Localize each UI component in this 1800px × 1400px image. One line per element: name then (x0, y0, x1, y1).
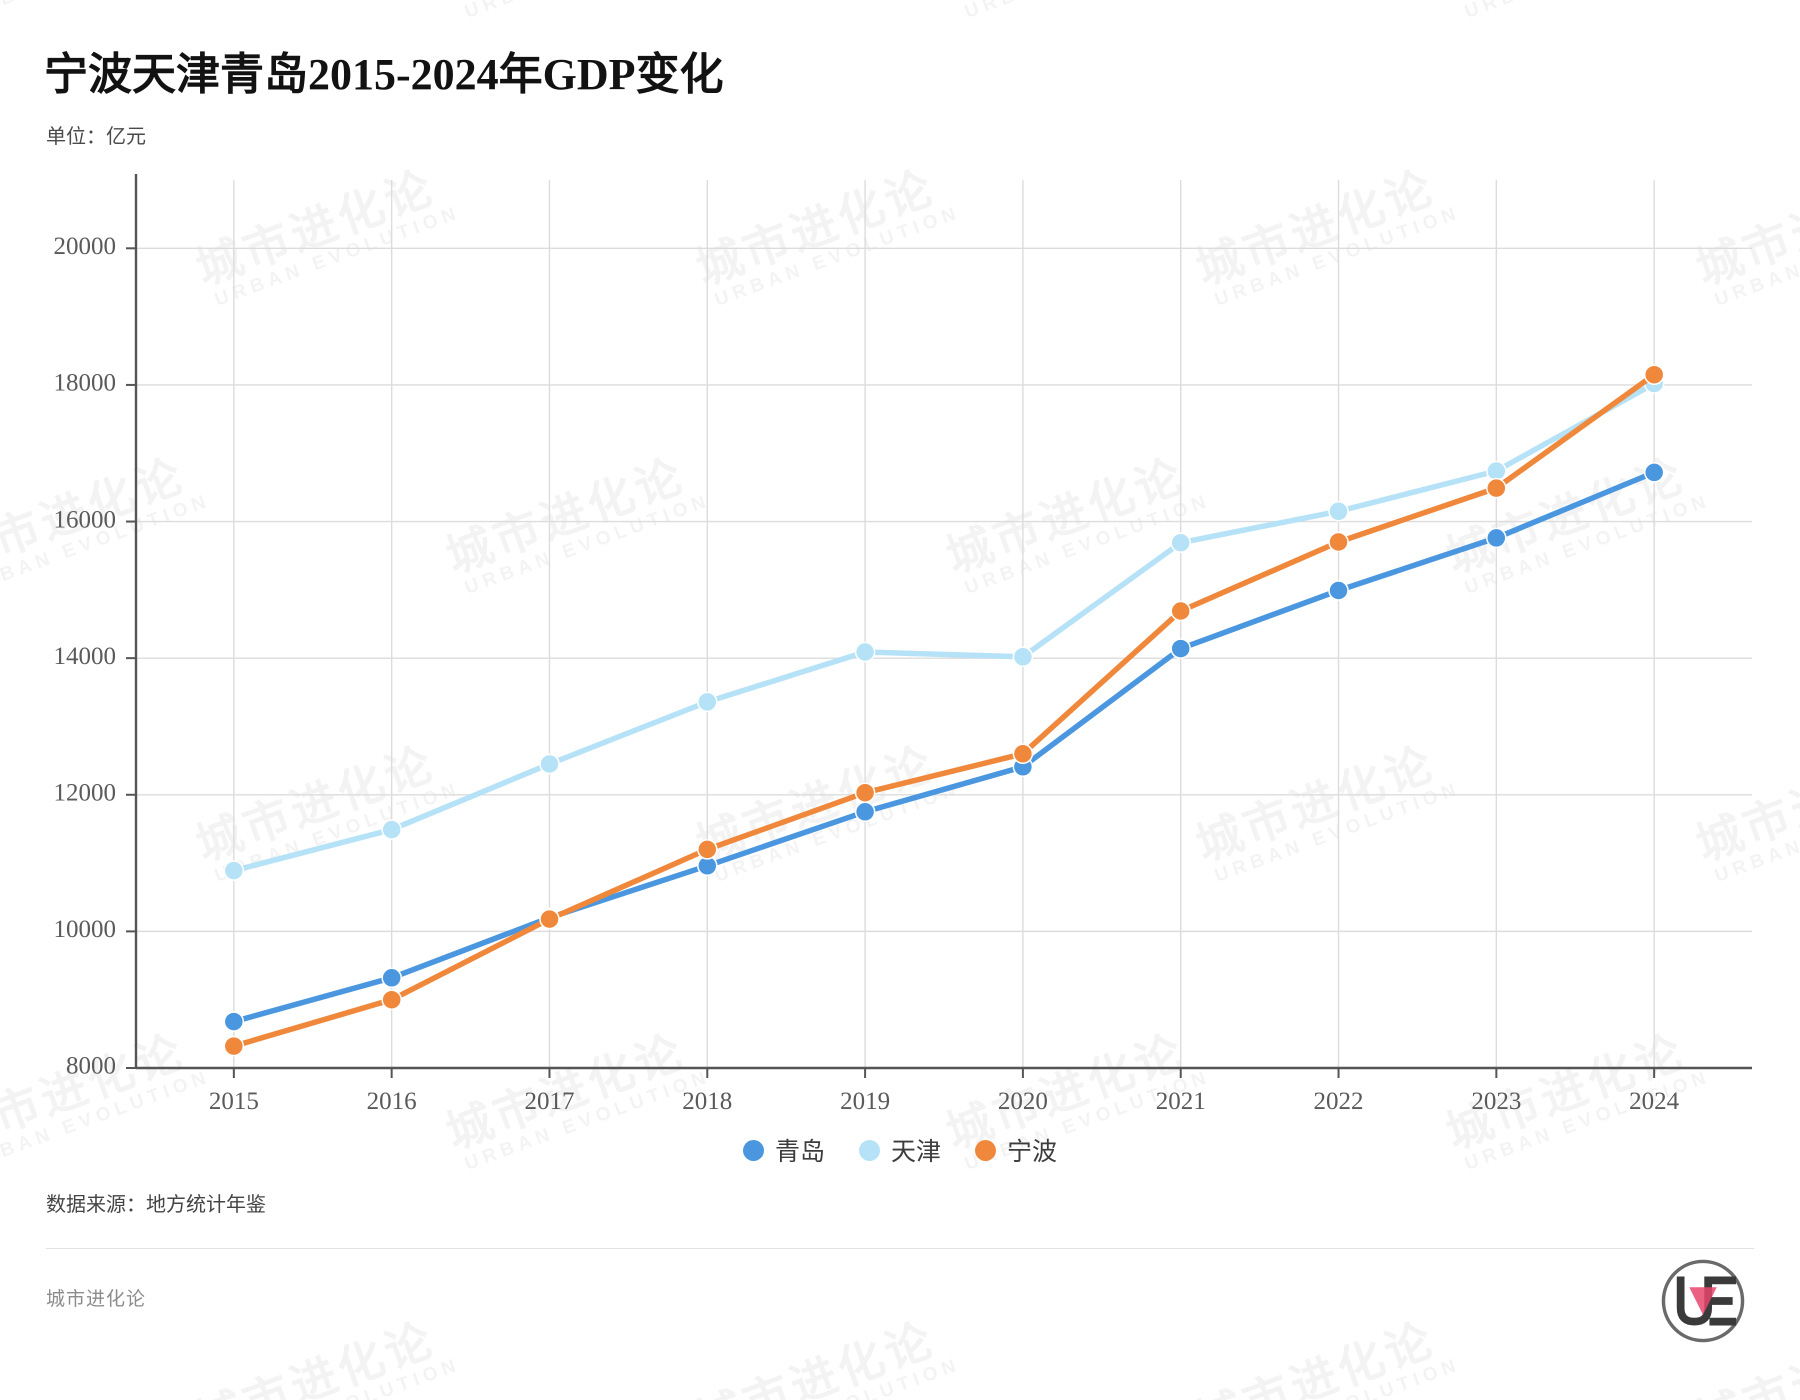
data-point (1486, 477, 1507, 499)
x-axis-tick-label: 2023 (1471, 1088, 1521, 1115)
x-axis-tick-labels: 2015 2016 2017 2018 2019 2020 2021 2022 2023 2024 (209, 1088, 1680, 1115)
grid-lines (136, 180, 1752, 1069)
data-point (539, 908, 560, 930)
series-line (231, 380, 1657, 874)
source-note: 数据来源：地方统计年鉴 (46, 1194, 266, 1216)
data-point (1012, 646, 1034, 668)
data-point (223, 860, 245, 881)
y-axis-tick-labels: 8000 10000 12000 14000 16000 18000 20000 (54, 233, 117, 1080)
data-point (854, 782, 876, 803)
y-axis-tick-label: 18000 (54, 370, 117, 397)
chart-unit-note: 单位：亿元 (46, 126, 146, 148)
data-point (381, 819, 402, 840)
data-point (854, 641, 876, 663)
x-axis-tick-label: 2018 (682, 1088, 732, 1115)
data-point (381, 967, 402, 989)
data-point (1328, 531, 1349, 553)
legend-item-天津[interactable]: 天津 (858, 1132, 941, 1168)
series-line (231, 469, 1657, 1025)
y-axis-tick-label: 20000 (54, 233, 117, 260)
series-line (231, 371, 1657, 1049)
legend-swatch-icon (858, 1139, 880, 1161)
data-point (697, 691, 718, 713)
data-point (1012, 743, 1034, 765)
x-axis-tick-label: 2016 (367, 1088, 417, 1115)
x-axis-tick-label: 2024 (1629, 1088, 1680, 1115)
data-point (854, 801, 876, 823)
series-天津 (223, 373, 1665, 881)
legend-label: 宁波 (1007, 1139, 1058, 1166)
data-point (223, 1035, 245, 1057)
page-title: 宁波天津青岛2015-2024年GDP变化 (44, 50, 724, 99)
data-point (539, 753, 560, 775)
legend-item-宁波[interactable]: 宁波 (975, 1132, 1057, 1168)
data-point (1643, 462, 1665, 483)
legend-item-青岛[interactable]: 青岛 (742, 1132, 825, 1168)
series-宁波 (223, 364, 1665, 1057)
footer-divider (46, 1248, 1754, 1249)
x-axis-tick-label: 2017 (524, 1088, 574, 1115)
data-point (1328, 501, 1349, 522)
data-point (697, 839, 718, 860)
data-point (1486, 460, 1507, 482)
data-point (1170, 532, 1191, 553)
x-axis-tick-label: 2020 (998, 1088, 1048, 1115)
chart-axes (126, 174, 1752, 1078)
legend-swatch-icon (742, 1139, 764, 1161)
data-point (1170, 600, 1191, 622)
series-青岛 (223, 462, 1665, 1032)
chart-legend: 青岛 天津 宁波 (0, 1132, 1800, 1168)
data-point (223, 1011, 245, 1032)
x-axis-tick-label: 2022 (1314, 1088, 1364, 1115)
urban-evolution-logo-icon (1661, 1259, 1745, 1343)
legend-swatch-icon (975, 1139, 996, 1161)
legend-label: 青岛 (774, 1139, 825, 1166)
x-axis-tick-label: 2015 (209, 1088, 259, 1115)
data-point (1486, 527, 1507, 549)
y-axis-tick-label: 10000 (54, 916, 117, 943)
brand-name: 城市进化论 (46, 1289, 147, 1310)
x-axis-tick-label: 2019 (840, 1088, 890, 1115)
x-axis-tick-label: 2021 (1156, 1088, 1206, 1115)
data-point (1170, 638, 1191, 659)
data-point (1643, 364, 1665, 385)
y-axis-tick-label: 8000 (66, 1053, 116, 1080)
legend-label: 天津 (890, 1139, 941, 1166)
y-axis-tick-label: 14000 (54, 643, 117, 670)
y-axis-tick-label: 16000 (54, 506, 117, 533)
data-series-group (223, 364, 1665, 1057)
data-point (381, 989, 402, 1010)
data-point (1328, 580, 1349, 601)
y-axis-tick-label: 12000 (54, 780, 117, 807)
